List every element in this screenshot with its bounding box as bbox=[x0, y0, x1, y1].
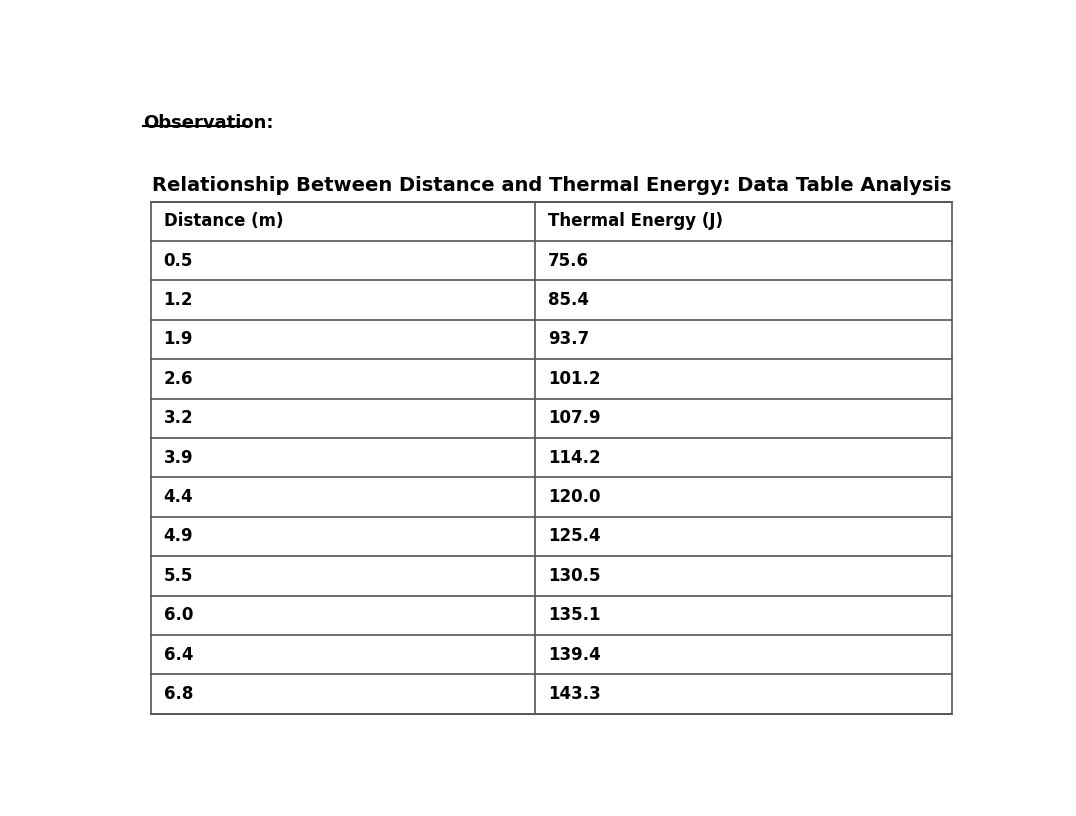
Text: 130.5: 130.5 bbox=[548, 567, 600, 585]
Text: 1.9: 1.9 bbox=[164, 330, 194, 348]
Text: 139.4: 139.4 bbox=[548, 645, 600, 663]
Text: 135.1: 135.1 bbox=[548, 606, 600, 624]
Text: 85.4: 85.4 bbox=[548, 291, 589, 309]
Text: Thermal Energy (J): Thermal Energy (J) bbox=[548, 212, 723, 230]
Text: 4.9: 4.9 bbox=[164, 527, 194, 545]
Text: 6.8: 6.8 bbox=[164, 685, 193, 703]
Text: 6.0: 6.0 bbox=[164, 606, 193, 624]
Text: 93.7: 93.7 bbox=[548, 330, 590, 348]
Text: Relationship Between Distance and Thermal Energy: Data Table Analysis: Relationship Between Distance and Therma… bbox=[152, 176, 951, 196]
Text: 107.9: 107.9 bbox=[548, 410, 600, 428]
Text: 143.3: 143.3 bbox=[548, 685, 600, 703]
Text: Observation:: Observation: bbox=[143, 113, 273, 131]
Text: 114.2: 114.2 bbox=[548, 449, 600, 467]
Text: Distance (m): Distance (m) bbox=[164, 212, 283, 230]
Text: 5.5: 5.5 bbox=[164, 567, 193, 585]
Text: 2.6: 2.6 bbox=[164, 370, 194, 388]
Text: 1.2: 1.2 bbox=[164, 291, 194, 309]
Text: 3.9: 3.9 bbox=[164, 449, 194, 467]
Text: 6.4: 6.4 bbox=[164, 645, 194, 663]
Text: 120.0: 120.0 bbox=[548, 488, 600, 506]
Text: 4.4: 4.4 bbox=[164, 488, 194, 506]
Text: 125.4: 125.4 bbox=[548, 527, 600, 545]
Text: 75.6: 75.6 bbox=[548, 251, 589, 269]
Text: 3.2: 3.2 bbox=[164, 410, 194, 428]
Text: 0.5: 0.5 bbox=[164, 251, 193, 269]
Text: 101.2: 101.2 bbox=[548, 370, 600, 388]
